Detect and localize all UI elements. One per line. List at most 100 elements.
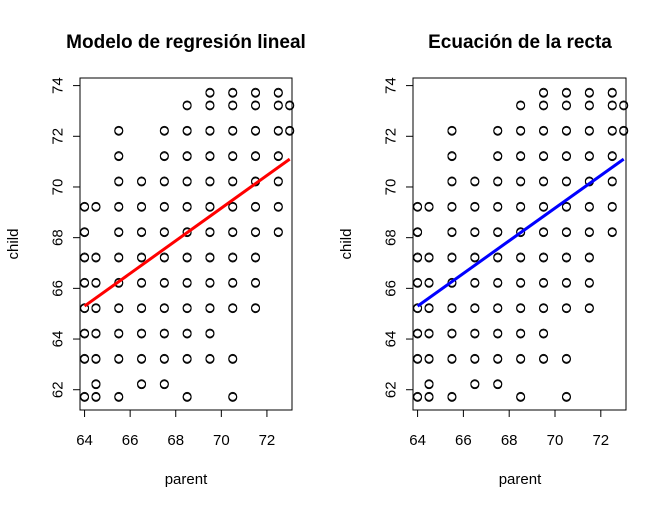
right-data-point-overlap bbox=[516, 303, 526, 313]
right-y-tick-label: 62 bbox=[383, 381, 400, 398]
left-plot-frame bbox=[79, 77, 293, 411]
left-data-point-overlap bbox=[182, 227, 192, 237]
right-data-point-overlap bbox=[424, 252, 434, 262]
right-data-point-overlap bbox=[424, 201, 434, 211]
right-data-point-overlap bbox=[607, 87, 617, 97]
right-data-point-overlap bbox=[447, 125, 457, 135]
right-data-point-overlap bbox=[516, 227, 526, 237]
right-data-point-overlap bbox=[561, 252, 571, 262]
left-data-point-overlap bbox=[205, 303, 215, 313]
left-data-point-overlap bbox=[159, 151, 169, 161]
left-data-point-overlap bbox=[205, 87, 215, 97]
right-data-point-overlap bbox=[447, 176, 457, 186]
left-data-point-overlap bbox=[91, 353, 101, 363]
left-data-point-overlap bbox=[159, 277, 169, 287]
left-data-point-overlap bbox=[228, 277, 238, 287]
left-x-tick-label: 70 bbox=[213, 432, 230, 449]
right-data-point-overlap bbox=[470, 176, 480, 186]
left-data-point-overlap bbox=[114, 391, 124, 401]
left-data-point-overlap bbox=[251, 201, 261, 211]
right-data-point-overlap bbox=[493, 227, 503, 237]
left-data-point-overlap bbox=[114, 201, 124, 211]
left-data-point-overlap bbox=[228, 252, 238, 262]
right-data-point-overlap bbox=[493, 252, 503, 262]
left-y-axis-label: child bbox=[5, 229, 22, 260]
right-data-point-overlap bbox=[493, 277, 503, 287]
left-data-point-overlap bbox=[159, 227, 169, 237]
right-data-point-overlap bbox=[516, 277, 526, 287]
right-x-tick-label: 68 bbox=[501, 432, 518, 449]
left-data-point-overlap bbox=[91, 379, 101, 389]
left-data-point-overlap bbox=[114, 151, 124, 161]
left-data-point-overlap bbox=[159, 125, 169, 135]
right-data-point-overlap bbox=[424, 353, 434, 363]
left-data-point-overlap bbox=[228, 176, 238, 186]
right-y-tick-label: 64 bbox=[383, 331, 400, 348]
right-data-point-overlap bbox=[561, 176, 571, 186]
right-data-point-overlap bbox=[424, 391, 434, 401]
left-data-point-overlap bbox=[159, 328, 169, 338]
left-data-point-overlap bbox=[205, 353, 215, 363]
right-data-point-overlap bbox=[493, 303, 503, 313]
right-data-point-overlap bbox=[493, 151, 503, 161]
left-data-point-overlap bbox=[91, 328, 101, 338]
right-data-point-overlap bbox=[413, 277, 423, 287]
right-data-point-overlap bbox=[584, 303, 594, 313]
right-data-point-overlap bbox=[447, 277, 457, 287]
left-data-point-overlap bbox=[137, 303, 147, 313]
right-data-point-overlap bbox=[516, 201, 526, 211]
left-data-point-overlap bbox=[137, 176, 147, 186]
right-data-point-overlap bbox=[539, 87, 549, 97]
right-data-point-overlap bbox=[516, 176, 526, 186]
left-regression-line bbox=[83, 157, 291, 308]
right-data-point-overlap bbox=[447, 328, 457, 338]
left-data-point-overlap bbox=[159, 379, 169, 389]
right-data-point-overlap bbox=[607, 100, 617, 110]
left-data-point-overlap bbox=[80, 353, 90, 363]
right-data-point-overlap bbox=[539, 100, 549, 110]
left-data-point-overlap bbox=[114, 227, 124, 237]
left-data-point-overlap bbox=[137, 379, 147, 389]
right-x-tick-label: 72 bbox=[592, 432, 609, 449]
right-data-point-overlap bbox=[584, 151, 594, 161]
right-data-point-overlap bbox=[607, 227, 617, 237]
right-data-point-overlap bbox=[470, 227, 480, 237]
left-data-point-overlap bbox=[251, 303, 261, 313]
left-data-point-overlap bbox=[182, 353, 192, 363]
right-data-point-overlap bbox=[584, 87, 594, 97]
left-data-point-overlap bbox=[285, 100, 295, 110]
left-data-point-overlap bbox=[228, 125, 238, 135]
right-regression-line bbox=[416, 157, 625, 308]
left-data-point-overlap bbox=[273, 151, 283, 161]
left-y-tick-label: 68 bbox=[50, 229, 67, 246]
left-data-point-overlap bbox=[182, 303, 192, 313]
right-data-point-overlap bbox=[516, 391, 526, 401]
left-x-tick-label: 66 bbox=[122, 432, 139, 449]
left-data-point-overlap bbox=[228, 151, 238, 161]
right-x-tick-label: 66 bbox=[455, 432, 472, 449]
left-data-point-overlap bbox=[251, 125, 261, 135]
left-data-point-overlap bbox=[182, 176, 192, 186]
right-data-point-overlap bbox=[424, 328, 434, 338]
left-y-tick-label: 72 bbox=[50, 128, 67, 145]
left-data-point-overlap bbox=[137, 328, 147, 338]
left-data-point-overlap bbox=[251, 100, 261, 110]
left-data-point-overlap bbox=[251, 227, 261, 237]
left-data-point-overlap bbox=[273, 176, 283, 186]
left-data-point-overlap bbox=[114, 328, 124, 338]
left-data-point-overlap bbox=[137, 277, 147, 287]
right-data-point-overlap bbox=[539, 125, 549, 135]
right-data-point-overlap bbox=[619, 100, 629, 110]
left-data-point-overlap bbox=[285, 125, 295, 135]
left-data-point-overlap bbox=[80, 201, 90, 211]
left-data-point-overlap bbox=[182, 252, 192, 262]
left-data-point-overlap bbox=[251, 87, 261, 97]
right-data-point-overlap bbox=[584, 100, 594, 110]
left-data-point-overlap bbox=[137, 201, 147, 211]
right-data-point-overlap bbox=[561, 391, 571, 401]
left-data-point-overlap bbox=[91, 391, 101, 401]
right-data-point-overlap bbox=[470, 328, 480, 338]
right-data-point-overlap bbox=[584, 252, 594, 262]
